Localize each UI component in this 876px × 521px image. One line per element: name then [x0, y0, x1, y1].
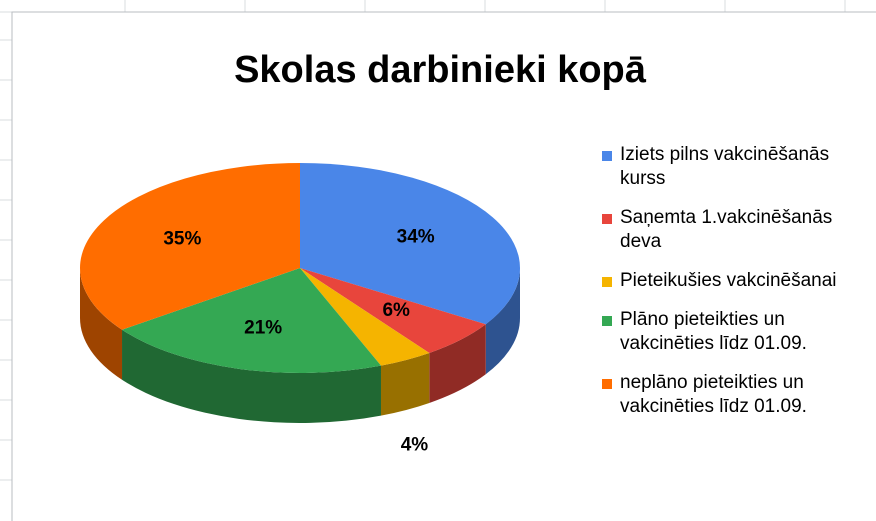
legend-item: Iziets pilns vakcinēšanās kurss	[602, 143, 864, 191]
data-label: 34%	[397, 227, 435, 248]
pie-slice-side	[485, 268, 520, 375]
data-label: 6%	[382, 300, 410, 321]
legend-swatch	[602, 151, 612, 161]
legend-item: Pieteikušies vakcinēšanai	[602, 269, 864, 293]
pie-slice	[300, 163, 520, 325]
legend-swatch	[602, 379, 612, 389]
pie-slice	[300, 268, 486, 353]
legend-label: Pieteikušies vakcinēšanai	[620, 270, 837, 291]
pie-slice	[79, 163, 300, 330]
legend-swatch	[602, 277, 612, 287]
legend-label: Iziets pilns vakcinēšanās kurss	[620, 144, 830, 189]
data-label: 21%	[244, 318, 282, 339]
legend-item: Plāno pieteikties un vakcinēties līdz 01…	[602, 308, 864, 356]
chart-title: Skolas darbinieki kopā	[234, 49, 647, 91]
pie-slice-side	[380, 352, 430, 416]
data-label: 35%	[163, 228, 201, 249]
legend-label: neplāno pieteikties un vakcinēties līdz …	[620, 372, 807, 417]
pie-slice	[300, 268, 430, 366]
pie-slice	[122, 268, 381, 373]
pie-slice-side	[429, 324, 486, 403]
legend: Iziets pilns vakcinēšanās kurss Saņemta 1…	[602, 143, 864, 434]
legend-swatch	[602, 214, 612, 224]
legend-label: Saņemta 1.vakcinēšanās deva	[620, 207, 833, 252]
pie-slice-side	[122, 329, 381, 423]
legend-label: Plāno pieteikties un vakcinēties līdz 01…	[620, 309, 807, 354]
data-label: 4%	[401, 434, 429, 455]
pie-sides	[80, 268, 520, 423]
legend-item: neplāno pieteikties un vakcinēties līdz …	[602, 371, 864, 419]
pie-tops	[79, 163, 520, 373]
pie-slice-side	[80, 268, 123, 380]
legend-swatch	[602, 316, 612, 326]
legend-item: Saņemta 1.vakcinēšanās deva	[602, 206, 864, 254]
